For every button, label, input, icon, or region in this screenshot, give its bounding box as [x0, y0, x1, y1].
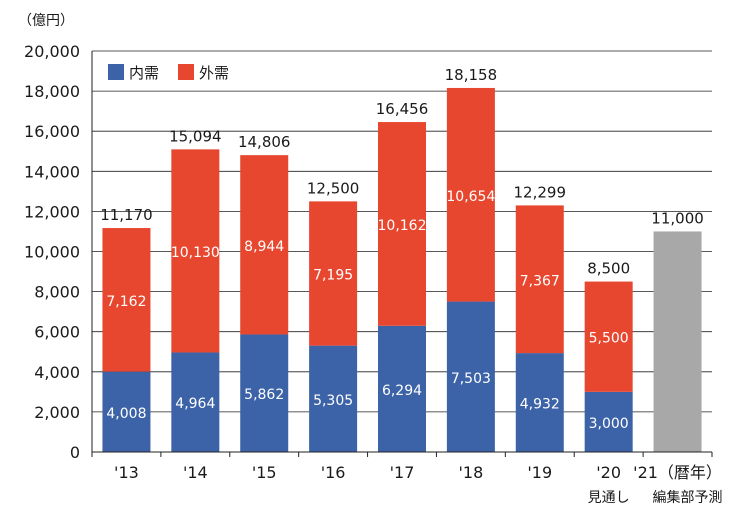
bar-segment	[171, 149, 220, 353]
bar-segment	[171, 352, 220, 452]
bars: 4,008 7,162 11,170 4,964 10,130 15,094 5,862 8,…	[100, 66, 704, 452]
y-tick-label: 12,000	[24, 202, 80, 221]
segment-value-label: 5,500	[589, 331, 629, 347]
legend-swatch-export	[178, 64, 194, 80]
bar-total-label: 18,158	[445, 66, 498, 84]
legend-label-export: 外需	[199, 64, 229, 82]
segment-value-label: 5,862	[244, 387, 284, 403]
bar-total-label: 16,456	[376, 100, 429, 118]
x-tick-label: '18	[459, 463, 484, 482]
bar-total-label: 11,000	[651, 209, 704, 227]
bar-segment	[102, 228, 151, 372]
bar-segment	[309, 201, 358, 346]
y-tick-label: 10,000	[24, 243, 80, 262]
bar-segment	[378, 122, 426, 326]
bar-segment	[653, 231, 702, 452]
segment-value-label: 7,367	[520, 273, 560, 289]
y-tick-label: 2,000	[34, 403, 80, 422]
bar-segment	[446, 87, 495, 302]
x-tick-label: '13	[114, 463, 139, 482]
bar-total-label: 11,170	[100, 206, 153, 224]
bar-segment	[240, 334, 289, 452]
x-tick-label: '17	[390, 463, 415, 482]
bar-total-label: 12,299	[514, 183, 567, 201]
bar-segment	[102, 371, 151, 452]
legend-label-domestic: 内需	[129, 64, 159, 82]
bar-segment	[584, 281, 633, 392]
x-tick-label: '14	[183, 463, 208, 482]
bar-segment	[515, 205, 564, 354]
segment-value-label: 4,964	[175, 396, 215, 412]
x-category-note: 編集部予測	[653, 489, 723, 506]
x-tick-label: '19	[527, 463, 552, 482]
x-category-note: 見通し	[588, 490, 630, 506]
legend-swatch-domestic	[108, 64, 124, 80]
bar-total-label: 15,094	[169, 127, 222, 145]
x-tick-label: '21（暦年）	[633, 463, 722, 482]
segment-value-label: 10,162	[378, 218, 427, 234]
bar-total-label: 8,500	[587, 260, 630, 278]
bar-segment	[378, 325, 426, 452]
segment-value-label: 7,162	[106, 294, 146, 310]
y-tick-label: 18,000	[24, 82, 80, 101]
segment-value-label: 3,000	[589, 416, 629, 432]
y-axis-ticks: 0 2,000 4,000 6,000 8,000 10,000 12,000 14,000 1…	[24, 42, 80, 462]
bar-segment	[584, 391, 633, 452]
legend: 内需 外需	[104, 55, 259, 90]
segment-value-label: 6,294	[382, 383, 422, 399]
bar-segment	[309, 345, 358, 452]
x-tick-label: '16	[321, 463, 346, 482]
segment-value-label: 4,932	[520, 397, 560, 413]
x-axis: '13 '14 '15 '16 '17 '18 '19 '20 '21（暦年）見通し 編集部予測	[91, 51, 723, 506]
y-tick-label: 6,000	[34, 323, 80, 342]
segment-value-label: 4,008	[106, 406, 146, 422]
y-tick-label: 20,000	[24, 42, 80, 61]
y-tick-label: 0	[70, 443, 80, 462]
bar-total-label: 12,500	[307, 179, 360, 197]
bar-total-label: 14,806	[238, 133, 291, 151]
y-tick-label: 4,000	[34, 363, 80, 382]
y-tick-label: 16,000	[24, 122, 80, 141]
segment-value-label: 10,130	[171, 245, 220, 261]
bar-segment	[446, 301, 495, 452]
bar-segment	[240, 155, 289, 335]
segment-value-label: 5,305	[313, 393, 353, 409]
x-tick-label: '20	[596, 463, 621, 482]
bar-segment	[515, 353, 564, 452]
y-tick-label: 8,000	[34, 283, 80, 302]
segment-value-label: 7,195	[313, 268, 353, 284]
segment-value-label: 7,503	[451, 371, 491, 387]
segment-value-label: 10,654	[446, 189, 495, 205]
y-axis-unit-label: （億円）	[18, 13, 74, 29]
y-tick-label: 14,000	[24, 162, 80, 181]
x-tick-label: '15	[252, 463, 277, 482]
segment-value-label: 8,944	[244, 239, 284, 255]
